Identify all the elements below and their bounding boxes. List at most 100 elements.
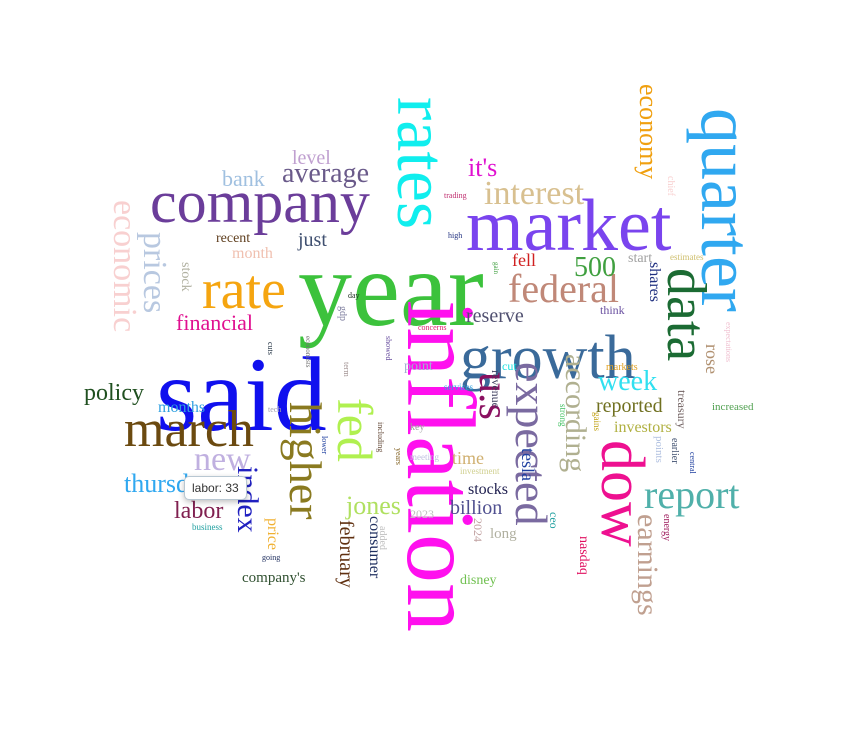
- word-investment[interactable]: investment: [460, 466, 500, 476]
- word-economic[interactable]: economic: [106, 200, 143, 332]
- word-federal[interactable]: federal: [508, 266, 619, 311]
- word-tech[interactable]: tech: [268, 405, 281, 414]
- word-reserve[interactable]: reserve: [466, 305, 524, 327]
- word-expected[interactable]: expected: [506, 362, 557, 525]
- word-concerns[interactable]: concerns: [418, 323, 446, 332]
- word-bank[interactable]: bank: [222, 166, 265, 191]
- word-market[interactable]: market: [466, 185, 672, 267]
- word-economy[interactable]: economy: [634, 84, 663, 179]
- word-policy[interactable]: policy: [84, 380, 144, 406]
- word-rate[interactable]: rate: [202, 259, 286, 321]
- word-gains[interactable]: gains: [592, 412, 602, 431]
- word-company[interactable]: company: [150, 169, 370, 235]
- word-added[interactable]: added: [377, 526, 388, 550]
- word-investors[interactable]: investors: [614, 419, 672, 436]
- word-cut[interactable]: cut: [502, 359, 517, 373]
- word-interest[interactable]: interest: [484, 175, 585, 212]
- word-average[interactable]: average: [282, 158, 369, 189]
- word-energy[interactable]: energy: [661, 514, 672, 541]
- word-u-s[interactable]: u.s: [470, 372, 516, 420]
- word-march[interactable]: march: [124, 401, 254, 458]
- word-data[interactable]: data: [655, 268, 717, 361]
- word-said[interactable]: said: [156, 336, 327, 453]
- word-level[interactable]: level: [292, 147, 331, 169]
- word-revenue[interactable]: revenue: [489, 370, 503, 408]
- word-shares[interactable]: shares: [646, 262, 663, 302]
- word-meeting[interactable]: meeting: [410, 452, 439, 462]
- word-rates[interactable]: rates: [382, 97, 459, 229]
- word-day[interactable]: day: [348, 291, 360, 300]
- word-gdp[interactable]: gdp: [337, 306, 348, 321]
- word-february[interactable]: february: [335, 520, 357, 588]
- word-tesla[interactable]: tesla: [518, 448, 538, 481]
- word-price[interactable]: price: [264, 518, 281, 550]
- word-year[interactable]: year: [298, 230, 484, 349]
- word-strong[interactable]: strong: [558, 404, 568, 427]
- word-point[interactable]: point: [404, 359, 433, 374]
- word-key[interactable]: key: [410, 422, 424, 433]
- word-jones[interactable]: jones: [345, 491, 401, 520]
- word-earnings[interactable]: earnings: [631, 514, 664, 616]
- word-treasury[interactable]: treasury: [675, 390, 689, 429]
- word-fed[interactable]: fed: [327, 398, 383, 462]
- word-it-s[interactable]: it's: [468, 153, 497, 182]
- word-recent[interactable]: recent: [216, 231, 250, 246]
- word-increased[interactable]: increased: [712, 401, 754, 413]
- word-lower[interactable]: lower: [320, 436, 329, 455]
- word-growth[interactable]: growth: [460, 324, 636, 392]
- word-week[interactable]: week: [598, 366, 657, 397]
- word-earlier[interactable]: earlier: [669, 438, 680, 464]
- word-dow[interactable]: dow: [588, 440, 656, 547]
- word-disney[interactable]: disney: [460, 573, 497, 588]
- word-labor[interactable]: labor: [174, 498, 223, 524]
- word-month[interactable]: month: [232, 245, 273, 262]
- word-showed[interactable]: showed: [384, 336, 393, 360]
- word-inflation[interactable]: inflation: [386, 300, 494, 632]
- word-company-s[interactable]: company's: [242, 570, 306, 586]
- word-time[interactable]: time: [452, 448, 484, 468]
- word-stocks[interactable]: stocks: [468, 481, 508, 498]
- word-fell[interactable]: fell: [512, 250, 536, 270]
- word-chief[interactable]: chief: [665, 176, 676, 197]
- word-estimates[interactable]: estimates: [670, 252, 704, 262]
- word-nasdaq[interactable]: nasdaq: [576, 536, 591, 575]
- word-quarter[interactable]: quarter: [686, 108, 766, 312]
- word-rose[interactable]: rose: [702, 344, 722, 374]
- word-long[interactable]: long: [490, 526, 517, 542]
- word-reported[interactable]: reported: [596, 395, 663, 417]
- tooltip: labor: 33: [184, 476, 247, 500]
- word-billion[interactable]: billion: [450, 497, 502, 519]
- word-2024[interactable]: 2024: [471, 518, 485, 542]
- word-500[interactable]: 500: [574, 252, 616, 283]
- word-business[interactable]: business: [192, 522, 223, 532]
- word-expectations[interactable]: expectations: [724, 322, 733, 362]
- word-trading[interactable]: trading: [444, 191, 467, 200]
- word-ceo[interactable]: ceo: [547, 512, 561, 529]
- word-2023[interactable]: 2023: [410, 507, 434, 521]
- word-higher[interactable]: higher: [280, 402, 331, 520]
- word-prices[interactable]: prices: [136, 232, 173, 313]
- word-think[interactable]: think: [600, 303, 625, 317]
- word-financial[interactable]: financial: [176, 310, 253, 335]
- word-including[interactable]: including: [376, 422, 385, 452]
- word-years[interactable]: years: [394, 448, 403, 465]
- word-according[interactable]: according: [559, 354, 592, 472]
- word-just[interactable]: just: [297, 229, 327, 251]
- word-economists[interactable]: economists: [304, 336, 312, 368]
- word-months[interactable]: months: [158, 399, 205, 416]
- word-going[interactable]: going: [262, 553, 280, 562]
- word-consumer[interactable]: consumer: [366, 516, 383, 579]
- word-report[interactable]: report: [644, 472, 740, 517]
- word-services[interactable]: services: [444, 382, 473, 392]
- word-markets[interactable]: markets: [606, 362, 638, 373]
- word-gain[interactable]: gain: [492, 262, 500, 275]
- word-new[interactable]: new: [194, 441, 251, 478]
- word-high[interactable]: high: [448, 231, 462, 240]
- word-term[interactable]: term: [342, 362, 351, 377]
- word-start[interactable]: start: [628, 251, 652, 266]
- word-points[interactable]: points: [653, 436, 665, 463]
- word-cuts[interactable]: cuts: [266, 342, 275, 355]
- word-central[interactable]: central: [688, 452, 697, 475]
- word-stock[interactable]: stock: [178, 262, 193, 292]
